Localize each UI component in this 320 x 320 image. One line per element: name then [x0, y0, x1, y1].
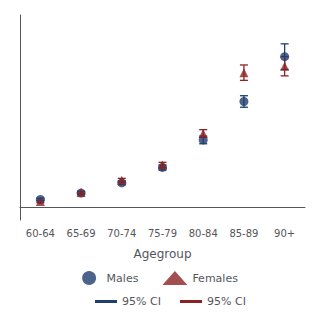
svg-text:70-74: 70-74 [107, 228, 136, 239]
svg-text:Agegroup: Agegroup [133, 247, 191, 261]
svg-text:95% CI: 95% CI [122, 295, 161, 308]
svg-text:75-79: 75-79 [148, 228, 177, 239]
svg-text:95% CI: 95% CI [207, 295, 246, 308]
svg-text:60-64: 60-64 [26, 228, 55, 239]
svg-text:Males: Males [107, 272, 139, 285]
svg-text:65-69: 65-69 [67, 228, 96, 239]
svg-text:Females: Females [192, 272, 238, 285]
svg-text:80-84: 80-84 [189, 228, 218, 239]
svg-text:85-89: 85-89 [229, 228, 258, 239]
svg-text:90+: 90+ [274, 228, 295, 239]
